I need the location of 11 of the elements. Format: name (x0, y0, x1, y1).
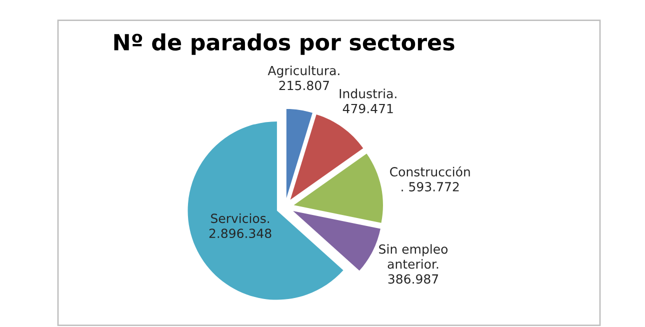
data-label: 2.896.348 (209, 228, 272, 238)
data-label: 386.987 (388, 274, 438, 284)
data-label: 479.471 (342, 104, 393, 114)
slice-label: Agricultura. (268, 66, 340, 78)
slice-label: Servicios. (211, 213, 269, 224)
data-label: 215.807 (279, 80, 329, 90)
slice-label: Construcción (390, 166, 470, 177)
slice-label: Industria. (340, 88, 396, 98)
data-label: . 593.772 (402, 182, 459, 192)
slice-label: Sin empleo anterior. (379, 244, 448, 269)
chart-title: Nº de parados por sectores (114, 33, 454, 55)
